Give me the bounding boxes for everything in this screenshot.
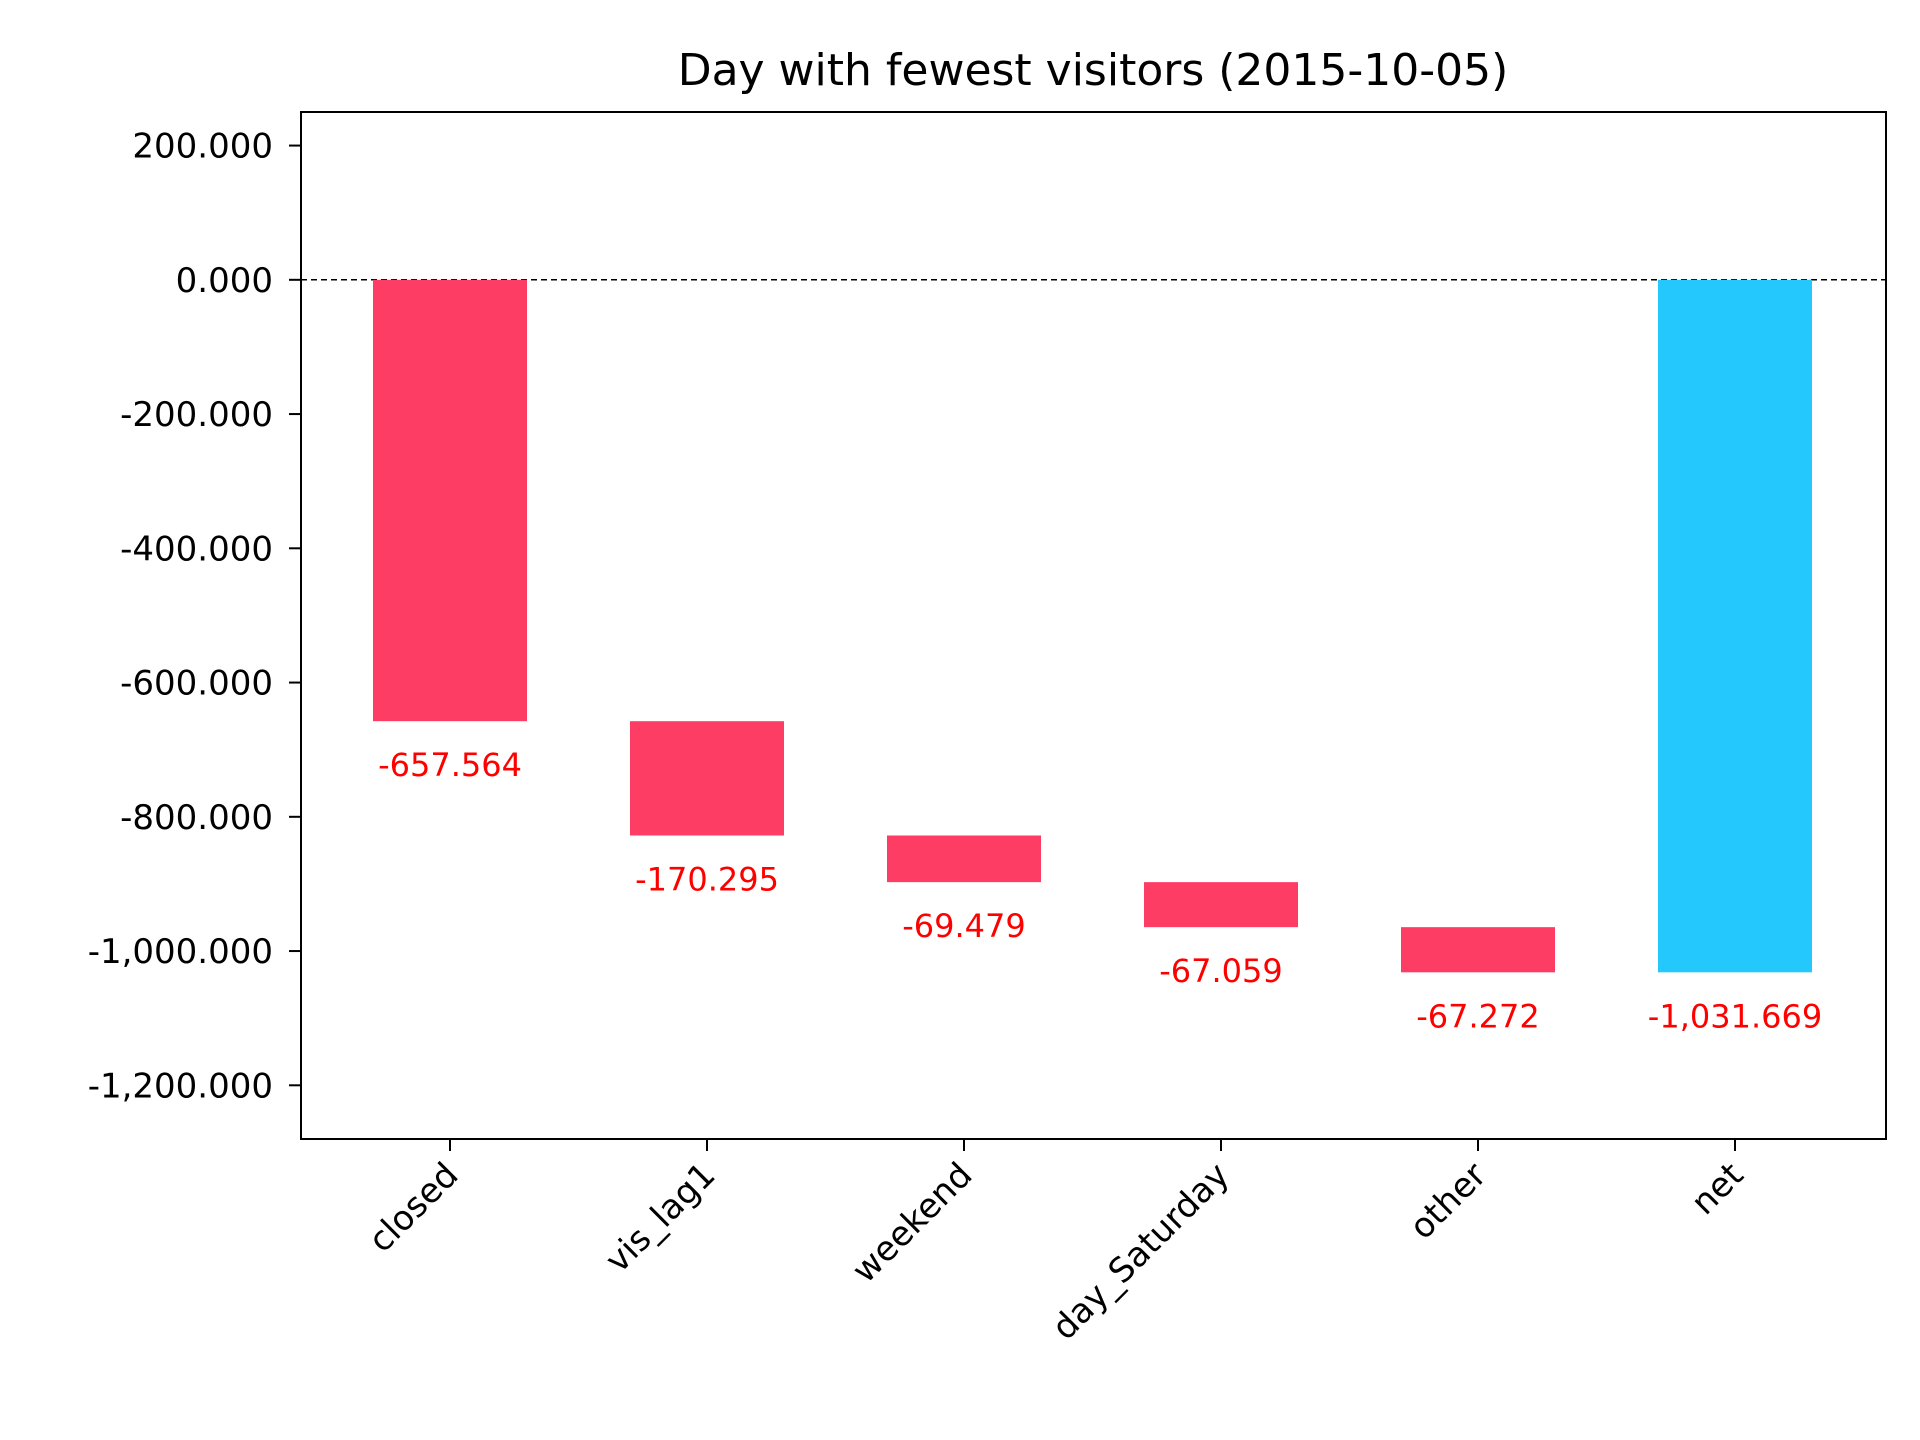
bar-vis_lag1 [630,721,784,836]
y-tick-label: -600.000 [120,664,273,704]
bars-layer [301,279,1886,973]
y-tick-label: 200.000 [132,127,273,167]
chart-title: Day with fewest visitors (2015-10-05) [678,45,1509,96]
y-tick-label: -1,000.000 [88,932,273,972]
x-tick-label-vis_lag1: vis_lag1 [598,1155,724,1281]
data-label-vis_lag1: -170.295 [635,861,779,899]
bar-day_Saturday [1144,882,1298,928]
data-labels-layer: -657.564 -170.295 -69.479 -67.059 -67.272 -1,… [378,746,1822,1035]
x-tick-label-weekend: weekend [844,1155,980,1291]
x-tick-label-net: net [1684,1155,1752,1223]
bar-other [1401,927,1555,973]
x-tick-label-other: other [1402,1155,1494,1247]
y-tick-label: -400.000 [120,529,273,569]
data-label-net: -1,031.669 [1648,997,1822,1035]
data-label-weekend: -69.479 [902,907,1026,945]
y-tick-label: -1,200.000 [88,1066,273,1106]
data-label-closed: -657.564 [378,746,522,784]
y-axis: 200.000 0.000 -200.000 -400.000 -600.000 -800… [88,127,301,1106]
x-axis: closed vis_lag1 weekend day_Saturday other ne… [361,1139,1751,1348]
bar-closed [373,279,527,722]
y-tick-label: 0.000 [176,261,273,301]
x-tick-label-day_Saturday: day_Saturday [1044,1155,1237,1348]
plot-frame [300,111,1887,1140]
data-label-day_Saturday: -67.059 [1159,952,1283,990]
x-tick-label-closed: closed [361,1155,466,1260]
y-tick-label: -200.000 [120,395,273,435]
y-tick-label: -800.000 [120,798,273,838]
data-label-other: -67.272 [1416,997,1540,1035]
bar-weekend [887,835,1041,883]
bar-net [1658,279,1812,973]
